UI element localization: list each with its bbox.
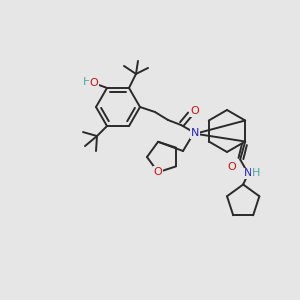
- Text: O: O: [228, 161, 237, 172]
- Text: O: O: [154, 167, 162, 177]
- Text: H: H: [83, 77, 91, 87]
- Text: O: O: [190, 106, 200, 116]
- Text: H: H: [252, 167, 260, 178]
- Text: O: O: [90, 78, 98, 88]
- Text: N: N: [191, 128, 199, 138]
- Text: N: N: [244, 169, 252, 178]
